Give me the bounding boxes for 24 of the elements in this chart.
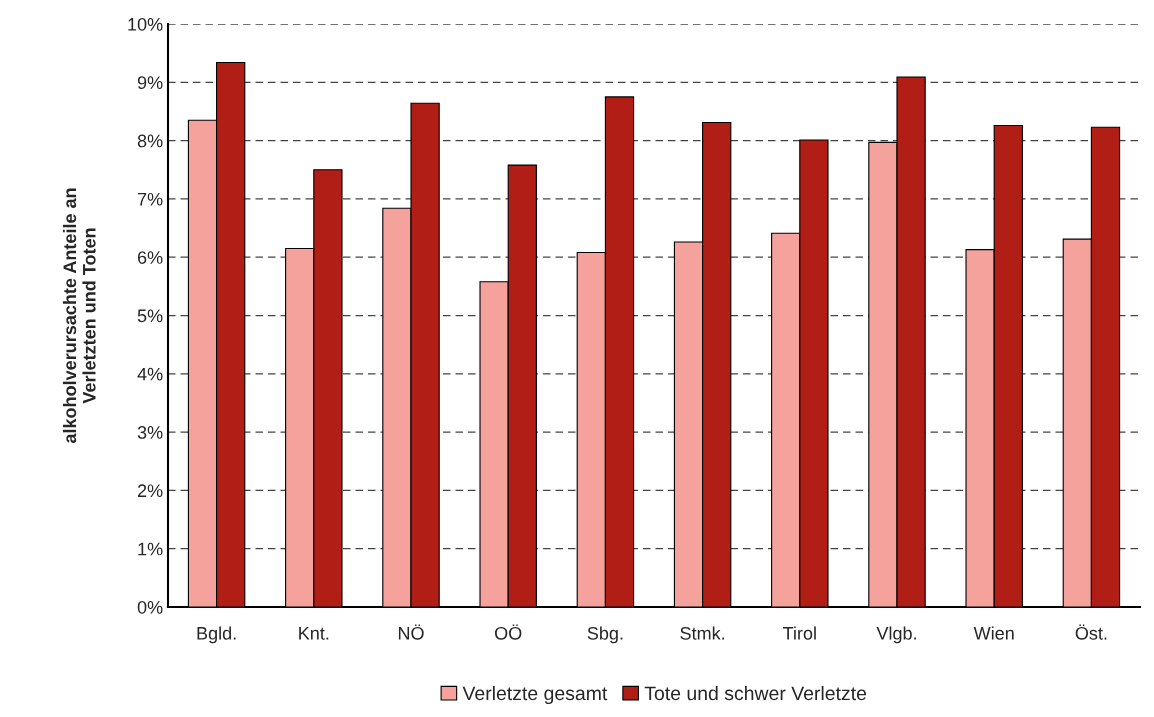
x-tick-label: OÖ [495, 624, 522, 640]
y-tick-label: 4% [137, 367, 163, 381]
y-tick-label: 2% [137, 484, 163, 498]
y-tick-label: 8% [137, 134, 163, 148]
y-tick-label: 3% [137, 426, 163, 439]
y-axis-title: alkoholverursachte Anteile an Verletzten und Toten [62, 188, 96, 444]
x-tick-label: Knt. [299, 627, 329, 640]
legend-label: Verletzte gesamt [462, 685, 608, 705]
y-tick-label: 0% [137, 600, 163, 614]
x-tick-label: Bgld. [197, 626, 236, 644]
x-tick-label: Öst. [1075, 624, 1107, 640]
x-tick-label: Tirol [782, 626, 816, 640]
y-tick-label: 5% [137, 309, 163, 323]
y-tick-label: 9% [137, 76, 163, 90]
legend-label: Tote und schwer Verletzte [644, 685, 867, 701]
y-tick-label: 10% [128, 17, 163, 31]
x-tick-label: Vlgb. [876, 626, 916, 644]
y-tick-label: 1% [138, 542, 163, 556]
y-tick-label: 6% [137, 251, 163, 264]
y-tick-label: 7% [137, 192, 163, 206]
x-tick-label: Stmk. [680, 626, 725, 640]
x-tick-label: NÖ [398, 624, 424, 640]
x-tick-label: Wien [973, 626, 1014, 640]
x-tick-label: Sbg. [587, 626, 623, 644]
